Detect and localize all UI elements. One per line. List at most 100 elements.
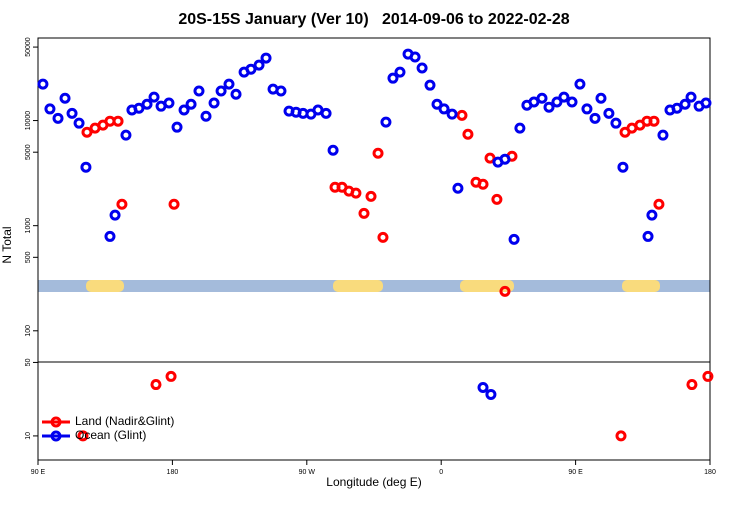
data-point (171, 121, 183, 133)
data-point (208, 97, 220, 109)
data-point (484, 152, 496, 164)
data-point (350, 187, 362, 199)
data-point (260, 52, 272, 64)
data-point (80, 161, 92, 173)
data-point (610, 117, 622, 129)
data-point (104, 230, 116, 242)
data-point (372, 147, 384, 159)
data-point (52, 112, 64, 124)
x-tick-label: 90 W (299, 469, 316, 476)
data-point (477, 178, 489, 190)
data-point (148, 91, 160, 103)
x-tick-label: 0 (439, 469, 443, 476)
data-point (499, 285, 511, 297)
legend-label: Ocean (Glint) (75, 428, 146, 442)
data-point (686, 379, 698, 391)
y-tick-label: 100 (25, 325, 32, 337)
data-point (452, 182, 464, 194)
data-point (120, 129, 132, 141)
data-point (215, 85, 227, 97)
x-tick-label: 180 (704, 469, 716, 476)
data-point (165, 370, 177, 382)
data-point (44, 103, 56, 115)
data-point (223, 78, 235, 90)
data-point (679, 98, 691, 110)
legend-marker (50, 430, 62, 442)
legend-marker (50, 416, 62, 428)
data-point (409, 51, 421, 63)
chart-title: 20S-15S January (Ver 10) 2014-09-06 to 2… (178, 11, 569, 28)
y-tick-label: 50 (25, 358, 32, 366)
data-point (275, 85, 287, 97)
data-point (358, 207, 370, 219)
y-tick-label: 10000 (25, 111, 32, 131)
data-point (462, 128, 474, 140)
data-point (499, 153, 511, 165)
data-point (66, 107, 78, 119)
data-point (394, 66, 406, 78)
data-point (558, 91, 570, 103)
data-point (528, 96, 540, 108)
data-point (685, 91, 697, 103)
data-point (424, 79, 436, 91)
data-point (653, 198, 665, 210)
x-axis-label: Longitude (deg E) (326, 475, 421, 489)
data-point (416, 62, 428, 74)
data-point (431, 98, 443, 110)
y-tick-label: 1000 (25, 218, 32, 234)
data-point (702, 370, 714, 382)
data-point (595, 92, 607, 104)
data-point (456, 109, 468, 121)
data-point (615, 430, 627, 442)
data-point (438, 103, 450, 115)
y-tick-label: 5000 (25, 144, 32, 160)
y-tick-label: 50000 (25, 37, 32, 57)
data-point (603, 107, 615, 119)
data-point (230, 88, 242, 100)
data-point (245, 63, 257, 75)
data-point (81, 126, 93, 138)
data-point (150, 379, 162, 391)
data-point (574, 78, 586, 90)
data-point (536, 92, 548, 104)
data-point (485, 388, 497, 400)
data-point (514, 122, 526, 134)
x-tick-label: 90 E (568, 469, 583, 476)
data-point (163, 97, 175, 109)
x-tick-label: 90 E (31, 469, 46, 476)
data-point (253, 59, 265, 71)
data-point (141, 98, 153, 110)
data-point (589, 112, 601, 124)
data-point (133, 102, 145, 114)
data-point (700, 97, 712, 109)
data-point (116, 198, 128, 210)
data-point (581, 103, 593, 115)
data-point (59, 92, 71, 104)
x-tick-label: 180 (167, 469, 179, 476)
y-tick-label: 10 (25, 432, 32, 440)
data-point (551, 96, 563, 108)
data-point (566, 96, 578, 108)
data-point (657, 129, 669, 141)
legend-label: Land (Nadir&Glint) (75, 414, 174, 428)
y-tick-label: 500 (25, 251, 32, 263)
data-point (377, 231, 389, 243)
data-point (77, 430, 89, 442)
data-point (491, 193, 503, 205)
data-point (477, 381, 489, 393)
data-point (37, 78, 49, 90)
data-point (200, 110, 212, 122)
plot-frame (37, 37, 711, 461)
data-point (387, 72, 399, 84)
data-point (543, 101, 555, 113)
data-point (617, 161, 629, 173)
data-point (168, 198, 180, 210)
data-point (185, 98, 197, 110)
data-point (109, 209, 121, 221)
y-axis-label: N Total (0, 226, 14, 263)
data-point (365, 190, 377, 202)
data-point (646, 209, 658, 221)
data-point (508, 233, 520, 245)
data-point (642, 230, 654, 242)
